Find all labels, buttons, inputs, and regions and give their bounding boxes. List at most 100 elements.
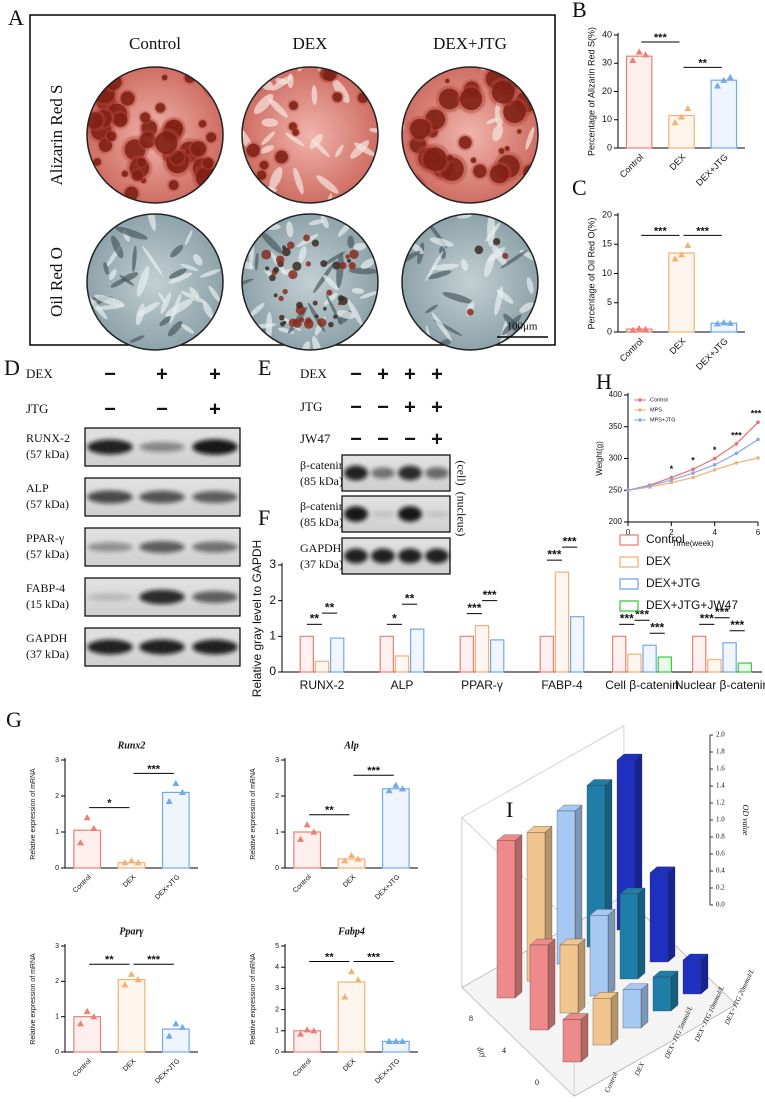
lipid bbox=[269, 274, 276, 282]
bar bbox=[337, 858, 366, 869]
bar-shade bbox=[611, 992, 618, 1045]
band-name: β-catenin bbox=[300, 458, 345, 472]
lipid bbox=[326, 289, 333, 296]
cell bbox=[308, 219, 324, 226]
data-point bbox=[691, 467, 695, 472]
y-tick-label: 1 bbox=[275, 829, 279, 836]
bar-front bbox=[589, 915, 609, 997]
cell bbox=[94, 294, 125, 307]
fraction-label: (cell) bbox=[454, 460, 468, 485]
cell bbox=[165, 298, 194, 317]
data-point bbox=[348, 851, 355, 859]
significance-label: ** bbox=[325, 805, 334, 817]
cell bbox=[309, 134, 323, 149]
legend-swatch bbox=[619, 534, 639, 546]
cell bbox=[526, 277, 534, 294]
day-tick-label: 8 bbox=[469, 1014, 473, 1023]
y-tick-label: 400 bbox=[609, 390, 623, 399]
lipid bbox=[273, 266, 280, 273]
cell bbox=[160, 292, 172, 314]
x-tick-label: 0 bbox=[626, 528, 631, 537]
nodule bbox=[246, 143, 260, 158]
panel-label: F bbox=[258, 505, 270, 530]
nodule bbox=[113, 112, 128, 127]
data-point bbox=[678, 113, 685, 120]
nodule bbox=[288, 101, 298, 110]
blot-band bbox=[192, 491, 238, 503]
x-axis-label: Time(week) bbox=[672, 539, 714, 548]
cell bbox=[538, 265, 550, 278]
band-weight: (85 kDa) bbox=[300, 474, 343, 488]
x-tick-label: DEX+JTG bbox=[694, 336, 730, 372]
bar bbox=[73, 829, 102, 869]
nodule bbox=[489, 164, 509, 184]
significance-label: *** bbox=[715, 605, 729, 619]
data-point bbox=[684, 104, 692, 112]
cell bbox=[184, 230, 193, 246]
nodule bbox=[459, 87, 483, 111]
y-tick-label: 3 bbox=[55, 943, 59, 950]
lipid bbox=[292, 318, 302, 328]
bar bbox=[657, 656, 673, 673]
cell bbox=[142, 245, 163, 276]
blot-band bbox=[371, 467, 395, 479]
lipid bbox=[502, 252, 509, 260]
nodule bbox=[93, 158, 102, 166]
bar bbox=[616, 753, 643, 931]
cell bbox=[492, 124, 504, 142]
z-tick-label: 2.0 bbox=[716, 731, 725, 739]
cell bbox=[311, 85, 318, 106]
y-axis-label: Relative expression of mRNA bbox=[250, 953, 257, 1045]
y-axis-label: Relative gray level to GAPDH bbox=[250, 540, 264, 697]
y-tick-label: 0 bbox=[607, 326, 612, 336]
bar bbox=[337, 981, 366, 1053]
legend-label: MPS bbox=[650, 407, 662, 413]
treatment-sign: − bbox=[350, 428, 362, 450]
cell bbox=[425, 250, 444, 282]
band-weight: (37 kDa) bbox=[300, 557, 343, 571]
z-axis-label: OD value bbox=[741, 805, 750, 836]
micrograph-edge bbox=[86, 213, 224, 351]
significance-label: *** bbox=[563, 534, 577, 548]
nodule bbox=[445, 78, 450, 84]
treatment-label: JTG bbox=[300, 399, 322, 414]
band-name: FABP-4 bbox=[26, 581, 65, 595]
significance-label: *** bbox=[147, 763, 161, 775]
z-tick-label: 0.0 bbox=[716, 901, 725, 909]
panel-label: I bbox=[506, 797, 513, 822]
y-tick-label: 2 bbox=[269, 593, 276, 607]
nodule bbox=[292, 128, 300, 136]
y-axis-label: Relative expression of mRNA bbox=[250, 768, 257, 860]
blot-band bbox=[192, 639, 238, 655]
lipid bbox=[349, 249, 359, 260]
treatment-sign: + bbox=[431, 428, 443, 450]
y-tick-label: 0 bbox=[275, 1049, 279, 1056]
treatment-label: JW47 bbox=[300, 431, 331, 446]
annotation: * bbox=[670, 464, 674, 474]
data-point bbox=[713, 320, 721, 327]
significance-label: *** bbox=[654, 32, 668, 44]
cell bbox=[199, 269, 221, 278]
significance-label: ** bbox=[405, 591, 415, 605]
data-point bbox=[348, 967, 355, 975]
data-point bbox=[303, 1026, 311, 1033]
cell bbox=[542, 310, 570, 327]
nodule bbox=[491, 80, 515, 104]
blot-band bbox=[371, 510, 395, 518]
cell bbox=[167, 321, 183, 337]
nodule bbox=[136, 157, 147, 167]
nodule bbox=[120, 91, 135, 106]
bar-shade bbox=[575, 805, 582, 964]
bar bbox=[562, 1013, 589, 1063]
cell bbox=[376, 278, 402, 307]
y-tick-label: 2 bbox=[55, 978, 59, 985]
data-point bbox=[726, 319, 734, 326]
z-tick-label: 0.8 bbox=[716, 833, 725, 841]
blot-band bbox=[139, 442, 185, 452]
cell bbox=[347, 299, 363, 326]
cell bbox=[359, 290, 378, 299]
lipid bbox=[314, 314, 319, 319]
cell bbox=[188, 287, 200, 299]
data-point bbox=[642, 51, 650, 58]
treatment-sign: − bbox=[350, 363, 362, 385]
